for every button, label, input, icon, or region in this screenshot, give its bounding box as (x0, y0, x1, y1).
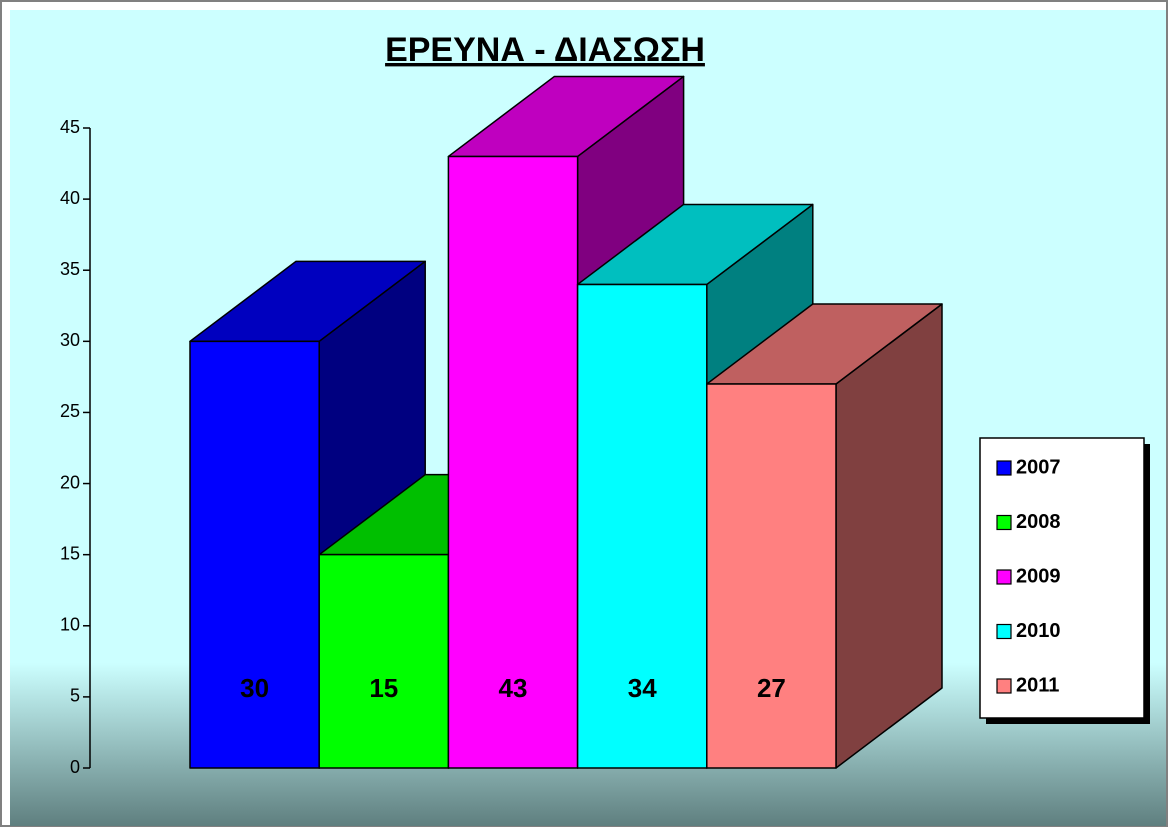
data-label: 34 (628, 673, 657, 703)
bar (447, 155, 579, 769)
bar (189, 340, 320, 769)
legend-label: 2011 (1016, 674, 1059, 696)
chart-title: ΕΡΕΥΝΑ - ΔΙΑΣΩΣΗ (385, 31, 705, 69)
legend-label: 2009 (1016, 565, 1061, 587)
bar-side (835, 303, 943, 769)
legend-label: 2007 (1016, 456, 1061, 478)
y-tick-label: 30 (60, 330, 80, 350)
y-tick-label: 35 (60, 259, 80, 279)
data-label: 30 (240, 673, 269, 703)
y-tick-label: 5 (70, 686, 80, 706)
bar (318, 553, 450, 769)
legend-swatch (996, 623, 1012, 640)
data-label: 15 (369, 673, 398, 703)
bar (706, 383, 837, 769)
legend-swatch (996, 460, 1012, 476)
y-tick-label: 10 (60, 615, 80, 635)
data-label: 27 (757, 673, 786, 703)
legend-swatch (996, 569, 1012, 585)
legend-label: 2008 (1016, 511, 1061, 533)
y-tick-label: 25 (60, 401, 80, 421)
legend-label: 2010 (1016, 620, 1061, 642)
y-tick-label: 40 (60, 188, 80, 208)
legend-swatch (996, 678, 1012, 694)
y-tick-label: 45 (60, 117, 80, 137)
y-tick-label: 0 (70, 757, 80, 777)
bar (576, 283, 708, 769)
y-tick-label: 20 (60, 472, 80, 492)
data-label: 43 (499, 673, 528, 703)
y-tick-label: 15 (60, 543, 80, 563)
legend-swatch (996, 514, 1012, 531)
